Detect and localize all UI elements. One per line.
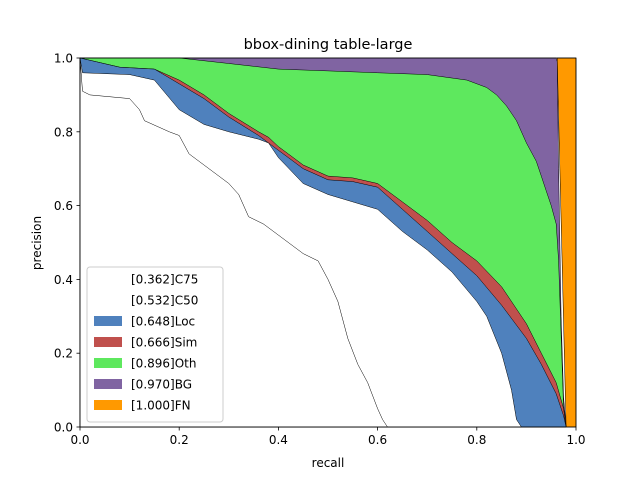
y-tick-label: 0.6 — [54, 199, 73, 213]
x-tick-label: 0.4 — [269, 433, 288, 447]
legend-swatch — [94, 316, 122, 326]
legend-entry: [0.896]Oth — [131, 357, 196, 371]
chart-title: bbox-dining table-large — [244, 37, 413, 53]
legend-entry: [0.666]Sim — [131, 336, 197, 350]
y-tick-label: 0.8 — [54, 125, 73, 139]
y-tick-label: 0.0 — [54, 421, 73, 435]
legend-entry: [0.532]C50 — [131, 294, 198, 308]
x-tick-label: 1.0 — [566, 433, 585, 447]
y-tick-label: 0.4 — [54, 273, 73, 287]
axes: 0.0 0.2 0.4 0.6 0.8 1.0 0.0 0.2 0.4 0.6 0.8 1.0 — [54, 52, 586, 448]
x-axis-label: recall — [312, 456, 345, 470]
legend-swatch — [94, 295, 122, 305]
x-tick-label: 0.0 — [70, 433, 89, 447]
legend-entry: [0.362]C75 — [131, 273, 198, 287]
legend-swatch — [94, 337, 122, 347]
legend-swatch — [94, 274, 122, 284]
x-tick-label: 0.2 — [170, 433, 189, 447]
legend-entry: [1.000]FN — [131, 399, 191, 413]
x-tick-label: 0.8 — [467, 433, 486, 447]
y-axis-label: precision — [30, 216, 44, 270]
legend-swatch — [94, 379, 122, 389]
plot-frame — [79, 57, 577, 428]
y-tick-label: 0.2 — [54, 347, 73, 361]
legend: [0.362]C75 [0.532]C50 [0.648]Loc [0.666]Sim… — [86, 266, 224, 423]
legend-swatch — [94, 358, 122, 368]
legend-entry: [0.648]Loc — [131, 315, 195, 329]
legend-swatch — [94, 400, 122, 410]
legend-entry: [0.970]BG — [131, 378, 192, 392]
x-tick-label: 0.6 — [368, 433, 387, 447]
y-tick-label: 1.0 — [54, 52, 73, 66]
